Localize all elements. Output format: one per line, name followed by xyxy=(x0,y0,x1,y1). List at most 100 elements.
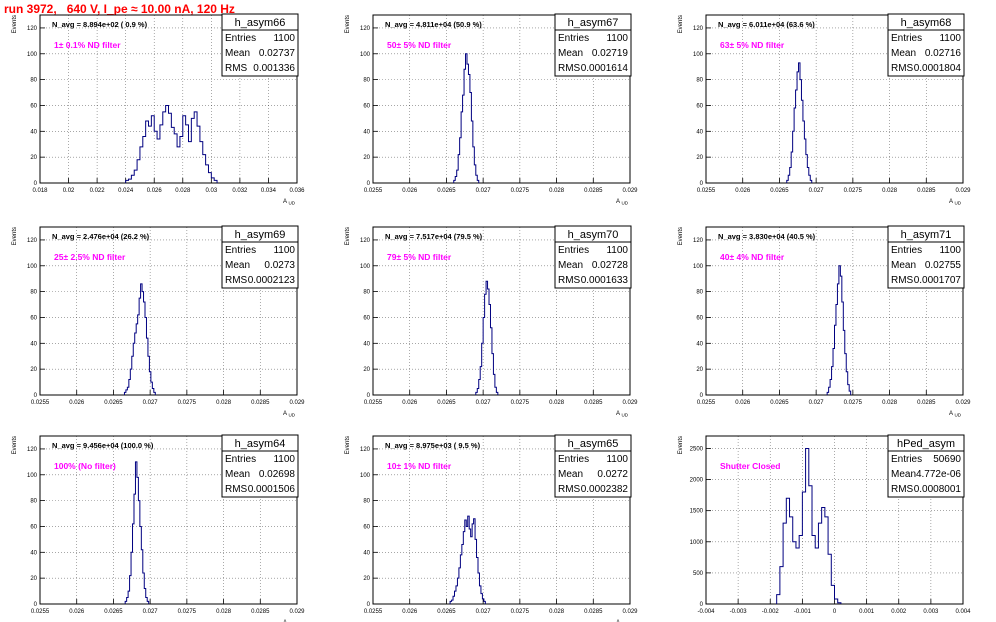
x-tick-label: 0.0255 xyxy=(364,188,383,194)
x-tick-label: 0.027 xyxy=(143,400,159,406)
x-tick-label: 0.0265 xyxy=(437,400,456,406)
y-axis-label: Events xyxy=(345,436,351,454)
x-tick-label: 0.028 xyxy=(882,400,898,406)
y-tick-label: 20 xyxy=(30,155,37,161)
stats-label: RMS xyxy=(558,63,581,74)
y-tick-label: 20 xyxy=(363,576,370,582)
y-tick-label: 60 xyxy=(363,524,370,530)
stats-label: Mean xyxy=(225,260,250,271)
stats-value: 1100 xyxy=(606,33,628,44)
x-tick-label: 0.0265 xyxy=(437,609,456,615)
stats-label: Mean xyxy=(558,48,583,59)
x-tick-label: 0.0265 xyxy=(770,400,789,406)
stats-value: 0.02698 xyxy=(259,469,296,480)
x-tick-label: 0.0265 xyxy=(104,609,123,615)
x-tick-label: 0.028 xyxy=(549,188,565,194)
x-tick-label: 0.0275 xyxy=(844,400,863,406)
x-tick-label: 0.018 xyxy=(32,188,48,194)
histogram-bars xyxy=(786,62,813,183)
y-tick-label: 80 xyxy=(363,499,370,505)
filter-annotation: 40± 4% ND filter xyxy=(720,252,785,262)
plot-frame xyxy=(705,226,964,396)
x-tick-label: 0.001 xyxy=(859,609,875,615)
x-tick-label: 0.0255 xyxy=(364,609,383,615)
y-tick-label: 40 xyxy=(363,129,370,135)
y-tick-label: 0 xyxy=(700,393,704,399)
histogram-bars xyxy=(475,280,499,395)
x-tick-label: 0.02 xyxy=(63,188,75,194)
y-tick-label: 80 xyxy=(30,499,37,505)
stats-value: 0.0001707 xyxy=(914,275,962,286)
histogram-name: h_asym67 xyxy=(568,17,619,29)
stats-value: 0.0002123 xyxy=(248,275,296,286)
y-tick-label: 120 xyxy=(360,26,371,32)
stats-box xyxy=(221,13,299,77)
stats-label: Entries xyxy=(558,245,589,256)
filter-annotation: 63± 5% ND filter xyxy=(720,40,785,50)
stats-value: 0.001336 xyxy=(253,63,295,74)
x-tick-label: 0.0265 xyxy=(104,400,123,406)
stats-value: 1100 xyxy=(273,245,295,256)
y-axis-label: Events xyxy=(12,15,18,33)
stats-box xyxy=(887,434,965,498)
histogram-bars xyxy=(449,515,486,604)
stats-value: 1100 xyxy=(606,454,628,465)
y-tick-label: 20 xyxy=(30,576,37,582)
x-tick-label: 0.0285 xyxy=(584,400,603,406)
histogram-bars xyxy=(123,283,156,395)
x-tick-label: 0.028 xyxy=(216,400,232,406)
y-tick-label: 100 xyxy=(693,264,704,270)
y-tick-label: 100 xyxy=(693,52,704,58)
x-tick-label: 0.027 xyxy=(476,609,492,615)
filter-annotation: Shutter Closed xyxy=(720,461,780,471)
x-tick-label: 0.029 xyxy=(955,400,971,406)
x-tick-label: 0.028 xyxy=(882,188,898,194)
y-tick-label: 40 xyxy=(696,341,703,347)
x-tick-label: 0.027 xyxy=(143,609,159,615)
histogram-name: h_asym70 xyxy=(568,229,619,241)
x-tick-label: 0.003 xyxy=(923,609,939,615)
histogram-panel: 0.0255 0.026 0.0265 0.027 0.0275 0.028 0.0285 0… xyxy=(678,13,971,206)
stats-label: Entries xyxy=(225,454,256,465)
x-tick-label: 0.036 xyxy=(289,188,305,194)
page-title: run 3972, 640 V, I_pe ≈ 10.00 nA, 120 Hz xyxy=(4,2,235,16)
y-tick-label: 0 xyxy=(367,602,371,608)
stats-value: 0.0273 xyxy=(264,260,295,271)
x-tick-label: 0.0255 xyxy=(31,609,50,615)
filter-annotation: 50± 5% ND filter xyxy=(387,40,452,50)
x-tick-label: 0.0265 xyxy=(437,188,456,194)
y-tick-label: 120 xyxy=(360,447,371,453)
x-tick-label: 0.027 xyxy=(476,188,492,194)
histogram-panel: 0.018 0.02 0.022 0.024 0.026 0.028 0.03 0.032 0.… xyxy=(12,13,305,206)
x-tick-label: 0.026 xyxy=(402,609,418,615)
stats-label: Mean xyxy=(225,48,250,59)
histogram-panel: 0.0255 0.026 0.0265 0.027 0.0275 0.028 0.0285 0… xyxy=(345,13,638,206)
y-tick-label: 100 xyxy=(360,52,371,58)
x-tick-label: 0.0285 xyxy=(251,609,270,615)
y-axis-label: Events xyxy=(12,227,18,245)
y-tick-label: 20 xyxy=(363,155,370,161)
y-axis-label: Events xyxy=(345,15,351,33)
x-tick-label: 0.004 xyxy=(955,609,971,615)
stats-value: 0.0001506 xyxy=(248,484,296,495)
y-tick-label: 60 xyxy=(30,524,37,530)
y-tick-label: 0 xyxy=(367,181,371,187)
x-tick-label: -0.001 xyxy=(794,609,812,615)
navg-label: N_avg = 6.011e+04 (63.6 %) xyxy=(718,20,815,29)
histogram-bars xyxy=(776,447,842,604)
stats-box xyxy=(887,13,965,77)
filter-annotation: 1± 0.1% ND filter xyxy=(54,40,121,50)
x-tick-label: 0.0255 xyxy=(31,400,50,406)
x-tick-label: 0.026 xyxy=(69,609,85,615)
y-tick-label: 0 xyxy=(700,602,704,608)
y-tick-label: 120 xyxy=(27,447,38,453)
x-tick-label: 0.0275 xyxy=(178,400,197,406)
y-tick-label: 120 xyxy=(360,238,371,244)
histogram-name: hPed_asym xyxy=(897,438,955,450)
x-tick-label: 0.0285 xyxy=(251,400,270,406)
x-tick-label: 0.026 xyxy=(147,188,163,194)
y-tick-label: 80 xyxy=(696,78,703,84)
x-tick-label: 0.022 xyxy=(90,188,106,194)
navg-label: N_avg = 2.476e+04 (26.2 %) xyxy=(52,232,150,241)
stats-label: Mean xyxy=(891,260,916,271)
